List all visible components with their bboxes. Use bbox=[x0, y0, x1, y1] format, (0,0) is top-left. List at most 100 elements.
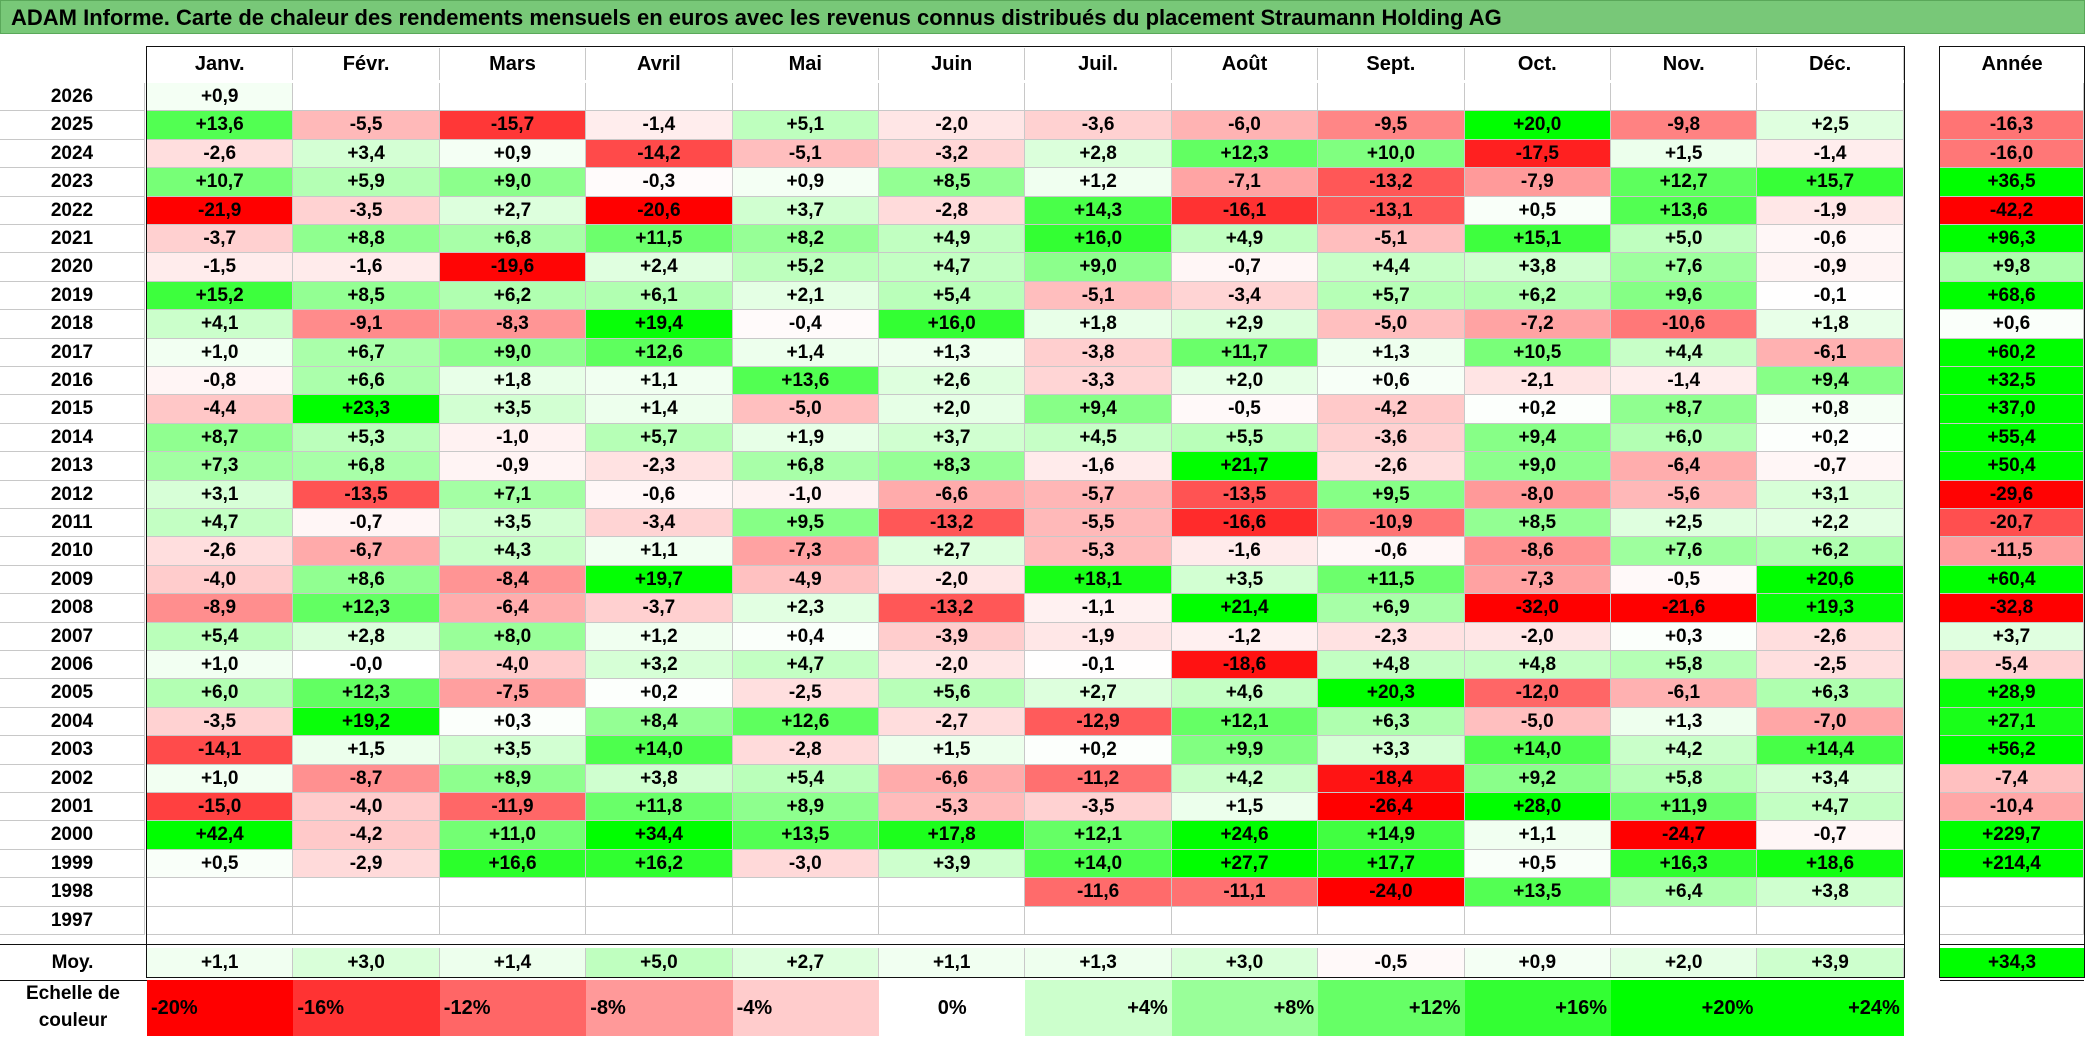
heatmap-cell: -2,5 bbox=[732, 679, 879, 708]
heatmap-cell: +12,6 bbox=[586, 338, 733, 367]
month-header: Juil. bbox=[1025, 48, 1172, 80]
annual-cell: +9,8 bbox=[1940, 253, 2084, 282]
heatmap-cell: +4,4 bbox=[1611, 338, 1758, 367]
heatmap-cell: +4,2 bbox=[1171, 764, 1319, 793]
annual-cell: +27,1 bbox=[1940, 707, 2084, 737]
heatmap-cell: +14,3 bbox=[1025, 196, 1172, 225]
heatmap-cell: +8,7 bbox=[147, 423, 294, 453]
heatmap-cell: +1,0 bbox=[147, 651, 294, 680]
heatmap-cell: +8,8 bbox=[293, 225, 440, 254]
heatmap-cell: +7,3 bbox=[147, 452, 294, 481]
heatmap-cell: +4,9 bbox=[1171, 225, 1319, 254]
heatmap-cell: +1,1 bbox=[586, 367, 733, 396]
heatmap-cell: -5,0 bbox=[1318, 310, 1465, 339]
heatmap-cell: +5,6 bbox=[879, 679, 1026, 708]
heatmap-cell: +3,2 bbox=[586, 651, 733, 680]
heatmap-cell: +17,7 bbox=[1318, 849, 1465, 879]
heatmap-cell: +3,4 bbox=[293, 139, 440, 169]
annual-cell bbox=[1940, 83, 2084, 112]
annual-cell: -29,6 bbox=[1940, 480, 2084, 509]
annual-cell: +37,0 bbox=[1940, 395, 2084, 424]
row-year-label: 2019 bbox=[0, 281, 145, 311]
heatmap-cell: -9,8 bbox=[1611, 111, 1758, 140]
heatmap-cell: +13,5 bbox=[1464, 878, 1611, 907]
heatmap-cell: +3,3 bbox=[1318, 736, 1465, 765]
heatmap-cell: -3,4 bbox=[1171, 281, 1319, 311]
color-scale-step: -12% bbox=[439, 980, 587, 1036]
annual-cell: -16,3 bbox=[1940, 111, 2084, 140]
heatmap-cell: -2,9 bbox=[293, 849, 440, 879]
heatmap-cell bbox=[1025, 906, 1172, 935]
month-header: Janv. bbox=[147, 48, 294, 80]
heatmap-cell: +0,6 bbox=[1318, 367, 1465, 396]
heatmap-cell: +4,1 bbox=[147, 310, 294, 339]
heatmap-cell: +8,9 bbox=[439, 764, 587, 793]
heatmap-cell: +3,4 bbox=[1757, 764, 1904, 793]
heatmap-cell: +5,1 bbox=[732, 111, 879, 140]
heatmap-cell: +3,8 bbox=[586, 764, 733, 793]
heatmap-cell bbox=[439, 83, 587, 112]
heatmap-cell: +3,7 bbox=[879, 423, 1026, 453]
month-header: Mai bbox=[732, 48, 879, 80]
heatmap-cell: -2,6 bbox=[147, 139, 294, 169]
color-scale-step: +8% bbox=[1171, 980, 1319, 1036]
heatmap-cell: +5,2 bbox=[732, 253, 879, 282]
heatmap-cell: +4,9 bbox=[879, 225, 1026, 254]
row-year-label: 2011 bbox=[0, 509, 145, 538]
heatmap-cell: +6,8 bbox=[439, 225, 587, 254]
heatmap-cell: -14,1 bbox=[147, 736, 294, 765]
row-year-label: 2012 bbox=[0, 480, 145, 509]
heatmap-cell: +12,3 bbox=[1171, 139, 1319, 169]
heatmap-cell: -10,6 bbox=[1611, 310, 1758, 339]
average-cell: +0,9 bbox=[1464, 948, 1611, 978]
row-year-label: 2002 bbox=[0, 764, 145, 793]
heatmap-cell: +9,0 bbox=[1025, 253, 1172, 282]
heatmap-cell: -0,0 bbox=[293, 651, 440, 680]
heatmap-cell: +1,5 bbox=[293, 736, 440, 765]
color-scale-step: +24% bbox=[1757, 980, 1904, 1036]
heatmap-cell: -5,5 bbox=[293, 111, 440, 140]
heatmap-cell: -1,4 bbox=[1611, 367, 1758, 396]
heatmap-cell: -17,5 bbox=[1464, 139, 1611, 169]
heatmap-cell: -4,2 bbox=[293, 821, 440, 850]
heatmap-cell bbox=[1318, 83, 1465, 112]
average-label: Moy. bbox=[0, 948, 145, 978]
heatmap-cell: +18,6 bbox=[1757, 849, 1904, 879]
heatmap-cell: +1,4 bbox=[586, 395, 733, 424]
heatmap-cell: -2,5 bbox=[1757, 651, 1904, 680]
row-year-label: 2006 bbox=[0, 651, 145, 680]
heatmap-cell: +0,4 bbox=[732, 622, 879, 651]
heatmap-cell: -20,6 bbox=[586, 196, 733, 225]
heatmap-cell: -7,3 bbox=[1464, 565, 1611, 595]
heatmap-cell: +10,0 bbox=[1318, 139, 1465, 169]
heatmap-cell: -7,2 bbox=[1464, 310, 1611, 339]
row-year-label: 2001 bbox=[0, 793, 145, 822]
heatmap-cell: +1,0 bbox=[147, 764, 294, 793]
heatmap-cell: +19,4 bbox=[586, 310, 733, 339]
color-scale-step: +20% bbox=[1611, 980, 1758, 1036]
heatmap-cell: +5,4 bbox=[879, 281, 1026, 311]
heatmap-cell: +2,8 bbox=[1025, 139, 1172, 169]
heatmap-cell: -0,1 bbox=[1025, 651, 1172, 680]
heatmap-cell: -0,7 bbox=[1757, 452, 1904, 481]
heatmap-cell: -7,0 bbox=[1757, 707, 1904, 737]
heatmap-cell: +9,9 bbox=[1171, 736, 1319, 765]
row-year-label: 1998 bbox=[0, 878, 145, 907]
heatmap-cell: +4,8 bbox=[1318, 651, 1465, 680]
heatmap-cell: +8,0 bbox=[439, 622, 587, 651]
heatmap-cell: -2,7 bbox=[879, 707, 1026, 737]
heatmap-cell: +1,8 bbox=[439, 367, 587, 396]
heatmap-cell: -0,6 bbox=[586, 480, 733, 509]
heatmap-cell: +1,8 bbox=[1025, 310, 1172, 339]
heatmap-cell: +4,7 bbox=[147, 509, 294, 538]
heatmap-cell: +8,2 bbox=[732, 225, 879, 254]
heatmap-cell: +14,0 bbox=[586, 736, 733, 765]
average-cell: -0,5 bbox=[1318, 948, 1465, 978]
heatmap-cell: -8,4 bbox=[439, 565, 587, 595]
heatmap-cell: -7,9 bbox=[1464, 168, 1611, 197]
row-year-label: 2005 bbox=[0, 679, 145, 708]
heatmap-cell: +2,5 bbox=[1611, 509, 1758, 538]
heatmap-cell: +16,2 bbox=[586, 849, 733, 879]
heatmap-cell: -3,6 bbox=[1025, 111, 1172, 140]
annual-cell: -5,4 bbox=[1940, 651, 2084, 680]
